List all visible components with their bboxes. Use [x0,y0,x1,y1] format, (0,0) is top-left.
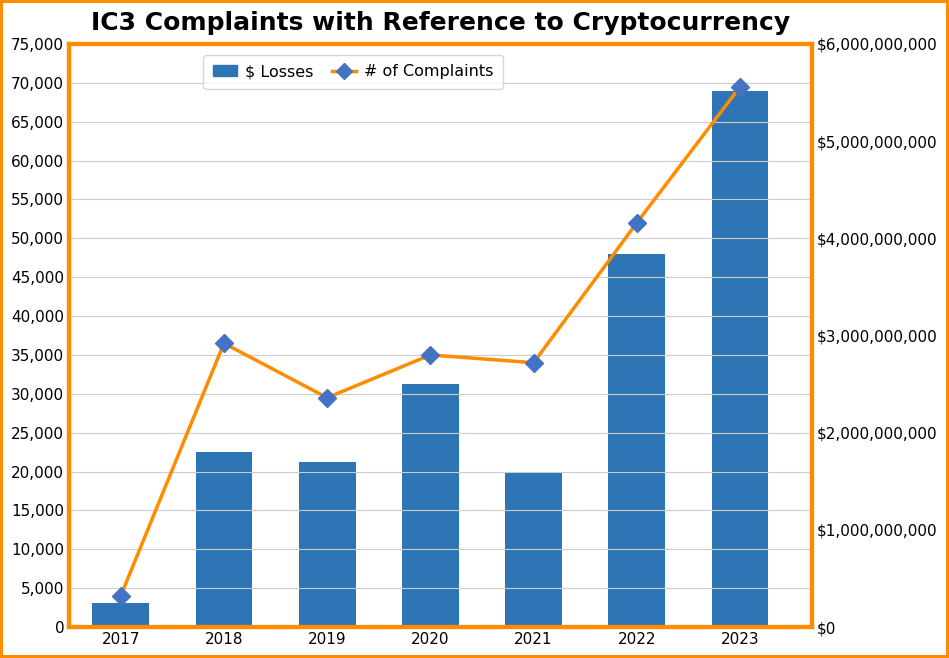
Bar [92,603,149,627]
Bar [402,384,458,627]
Bar [195,452,252,627]
Bar [608,254,665,627]
Legend: $ Losses, # of Complaints: $ Losses, # of Complaints [203,55,503,89]
Bar [712,91,769,627]
Title: IC3 Complaints with Reference to Cryptocurrency: IC3 Complaints with Reference to Cryptoc… [91,11,791,35]
Bar [299,462,356,627]
Bar [505,472,562,627]
